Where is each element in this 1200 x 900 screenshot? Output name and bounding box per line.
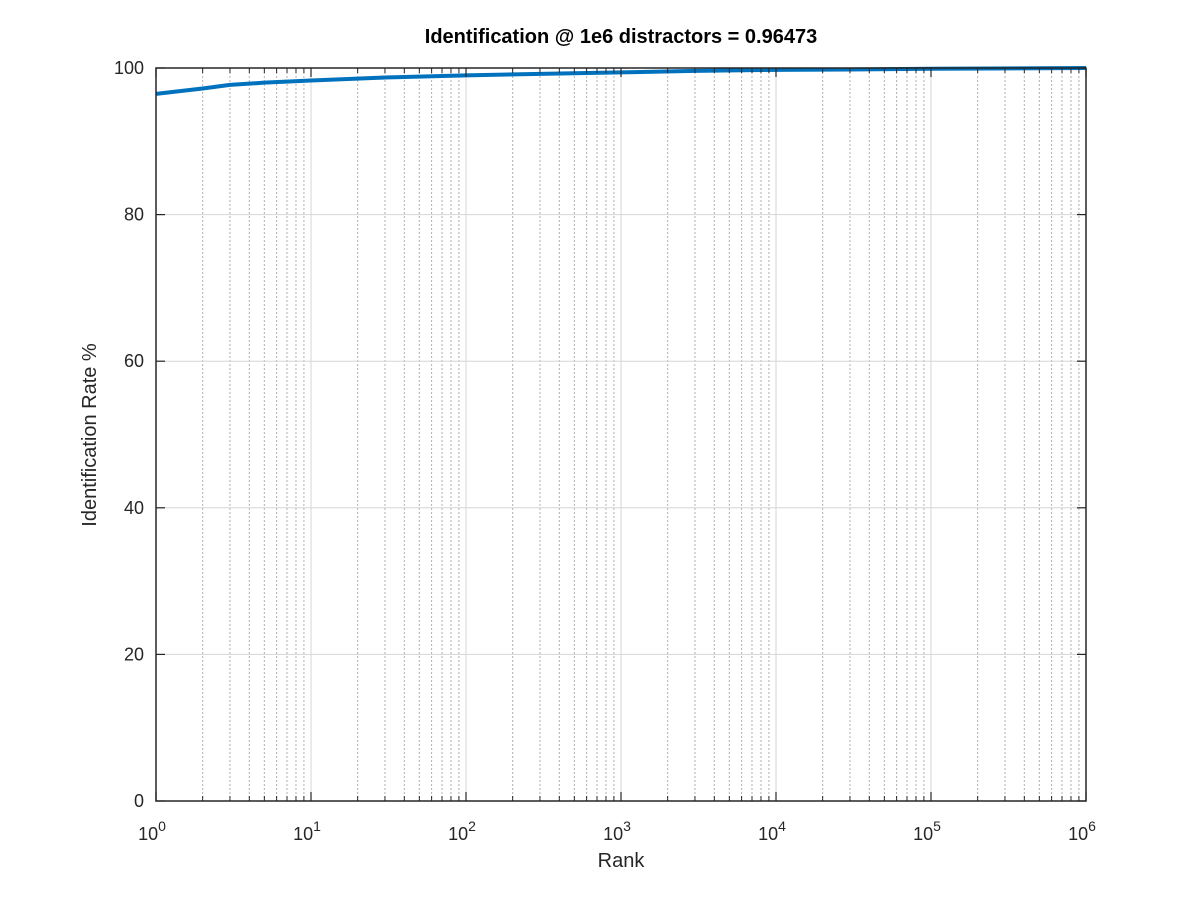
x-tick-label: 104 <box>758 818 786 844</box>
x-tick-label: 105 <box>913 818 941 844</box>
x-tick-label: 101 <box>293 818 321 844</box>
y-tick-label: 60 <box>124 351 144 371</box>
y-axis-label: Identification Rate % <box>79 343 101 527</box>
x-axis-label: Rank <box>598 850 646 872</box>
y-tick-label: 0 <box>134 791 144 811</box>
series-layer <box>155 66 1087 96</box>
x-tick-label: 102 <box>448 818 476 844</box>
y-tick-label: 80 <box>124 205 144 225</box>
x-tick-label: 100 <box>138 818 166 844</box>
y-tick-label: 100 <box>114 58 144 78</box>
chart-title: Identification @ 1e6 distractors = 0.964… <box>425 26 817 48</box>
y-tick-label: 20 <box>124 644 144 664</box>
series-line <box>155 66 1087 96</box>
tick-labels: 100 101 102 103 104 105 106 0 20 40 60 80 100 <box>114 58 1096 844</box>
y-tick-label: 40 <box>124 498 144 518</box>
tick-marks <box>155 67 1087 802</box>
x-tick-label: 106 <box>1068 818 1096 844</box>
x-tick-label: 103 <box>603 818 631 844</box>
